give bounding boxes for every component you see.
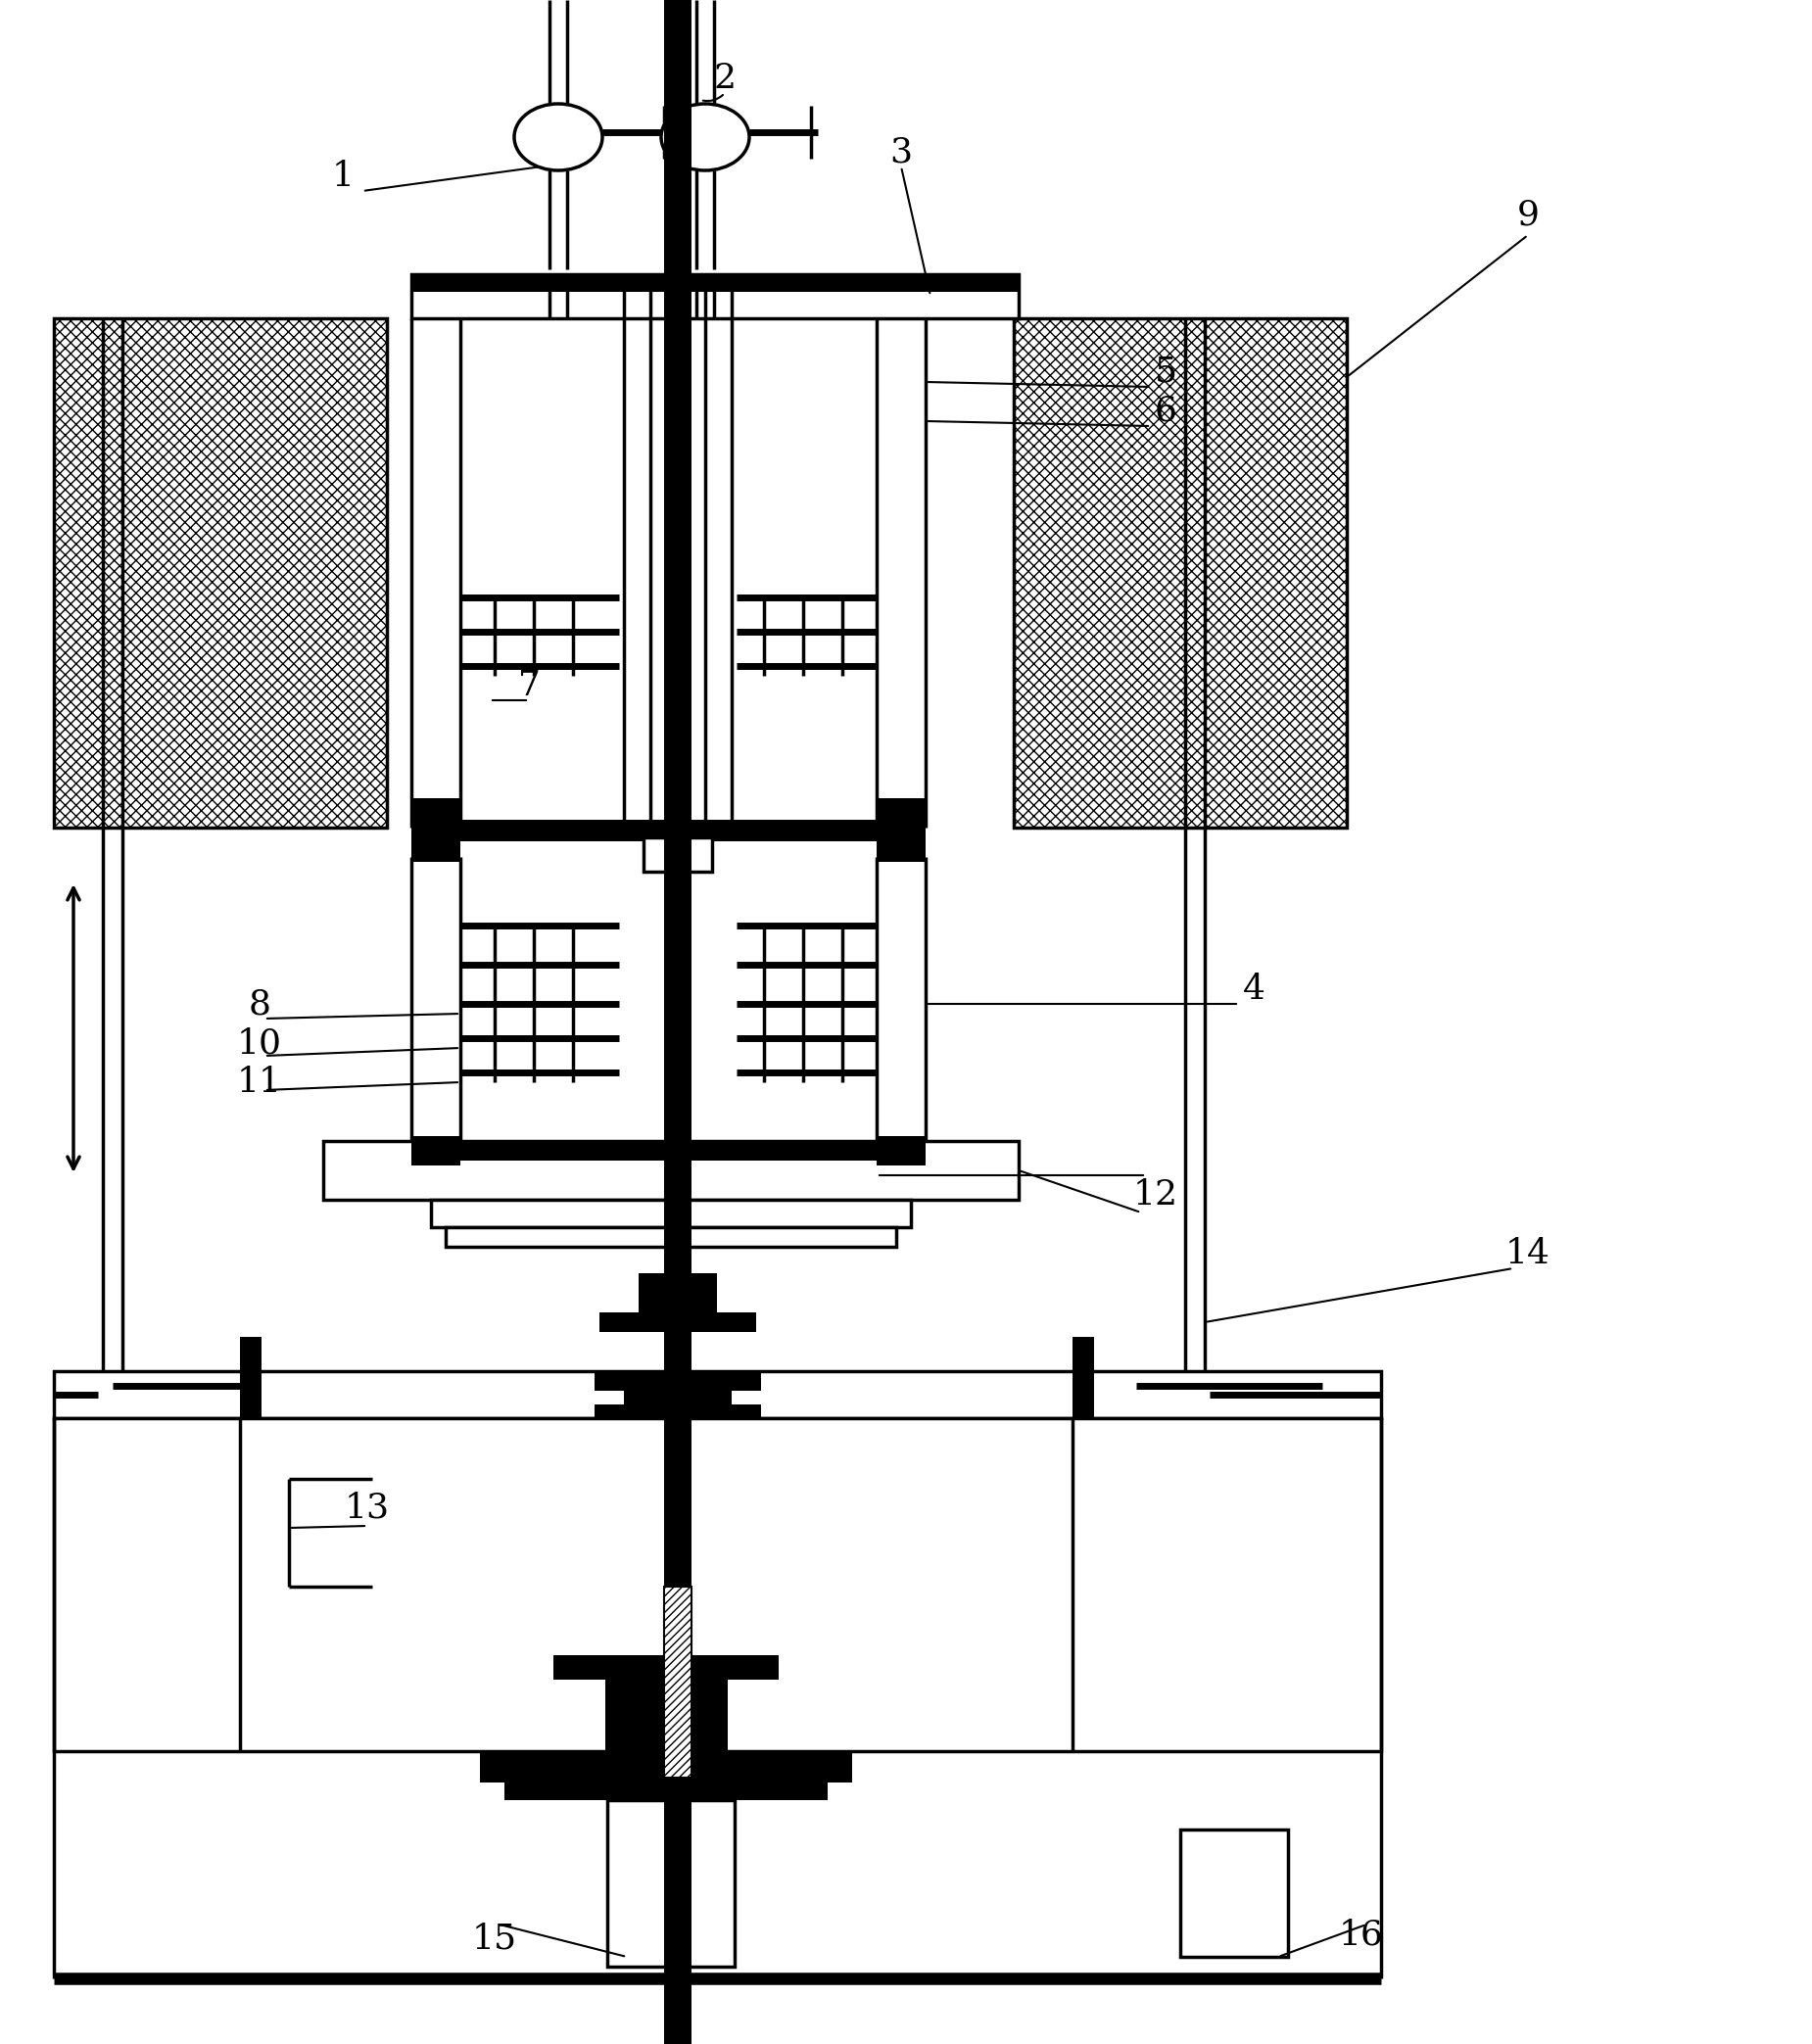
Text: 5: 5 bbox=[1154, 356, 1176, 388]
Bar bbox=[54, 1419, 1381, 1752]
Bar bbox=[605, 1680, 728, 1754]
Bar bbox=[411, 274, 1018, 292]
Text: 4: 4 bbox=[1243, 973, 1265, 1006]
Bar bbox=[663, 0, 692, 2044]
Bar bbox=[431, 1200, 911, 1226]
Bar bbox=[607, 1801, 734, 1966]
Bar bbox=[411, 1136, 460, 1165]
Text: 9: 9 bbox=[1517, 198, 1538, 233]
Bar bbox=[623, 1390, 732, 1404]
Bar bbox=[594, 1374, 761, 1390]
Ellipse shape bbox=[661, 104, 750, 170]
Text: 8: 8 bbox=[248, 987, 270, 1020]
Text: 13: 13 bbox=[344, 1492, 390, 1525]
Bar bbox=[460, 1141, 877, 1161]
Bar bbox=[1180, 1829, 1288, 1956]
Bar bbox=[877, 799, 926, 858]
Bar bbox=[1013, 319, 1346, 828]
Bar bbox=[638, 1273, 718, 1314]
Bar bbox=[594, 1404, 761, 1419]
Bar bbox=[877, 828, 926, 863]
Text: 11: 11 bbox=[237, 1065, 283, 1100]
Bar bbox=[643, 838, 712, 871]
Bar bbox=[411, 274, 1018, 282]
Bar bbox=[54, 319, 388, 828]
Bar bbox=[460, 820, 877, 842]
Bar bbox=[663, 1586, 692, 1778]
Bar bbox=[1073, 1337, 1094, 1419]
Bar bbox=[600, 1312, 756, 1333]
Text: 12: 12 bbox=[1132, 1177, 1178, 1212]
Text: 3: 3 bbox=[890, 135, 913, 168]
Ellipse shape bbox=[515, 104, 602, 170]
Bar bbox=[553, 1656, 779, 1680]
Text: 1: 1 bbox=[332, 159, 353, 192]
Bar bbox=[877, 1136, 926, 1165]
Text: 15: 15 bbox=[473, 1923, 516, 1956]
Text: 10: 10 bbox=[237, 1026, 283, 1059]
Bar bbox=[411, 799, 460, 858]
Text: 7: 7 bbox=[518, 668, 540, 703]
Bar bbox=[663, 1586, 692, 1778]
Text: 6: 6 bbox=[1154, 394, 1176, 427]
Bar bbox=[323, 1141, 1018, 1200]
Text: 2: 2 bbox=[714, 61, 736, 94]
Text: 16: 16 bbox=[1339, 1917, 1384, 1950]
Bar bbox=[239, 1337, 261, 1419]
Bar bbox=[480, 1754, 852, 1782]
Bar bbox=[411, 828, 460, 863]
Text: 14: 14 bbox=[1506, 1237, 1551, 1269]
Bar bbox=[411, 274, 1018, 319]
Bar bbox=[54, 1372, 1381, 1419]
Bar bbox=[446, 1226, 897, 1247]
Bar bbox=[504, 1782, 828, 1801]
